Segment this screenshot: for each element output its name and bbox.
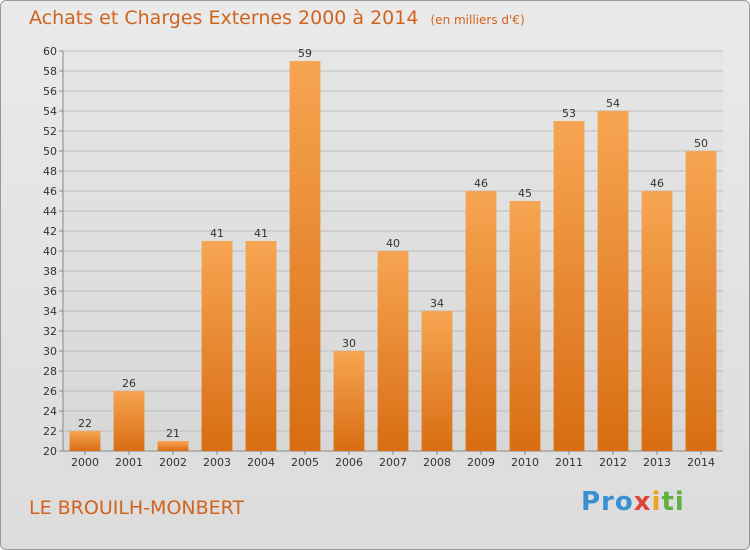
x-tick-label: 2012: [599, 456, 627, 469]
data-label: 50: [694, 137, 708, 150]
y-tick-label: 20: [43, 445, 57, 458]
bar: [509, 201, 541, 451]
data-label: 22: [78, 417, 92, 430]
y-tick-label: 38: [43, 265, 57, 278]
logo-part-2: x: [633, 487, 652, 517]
bar: [69, 431, 101, 451]
y-tick-label: 44: [43, 205, 57, 218]
chart-title: Achats et Charges Externes 2000 à 2014 (…: [29, 7, 525, 29]
x-tick-label: 2003: [203, 456, 231, 469]
y-tick-label: 48: [43, 165, 57, 178]
x-tick-label: 2011: [555, 456, 583, 469]
y-tick-label: 22: [43, 425, 57, 438]
y-tick-label: 56: [43, 85, 57, 98]
logo-part-1: Pro: [581, 487, 634, 517]
data-label: 41: [210, 227, 224, 240]
data-label: 46: [650, 177, 664, 190]
data-label: 53: [562, 107, 576, 120]
y-tick-label: 32: [43, 325, 57, 338]
data-label: 59: [298, 47, 312, 60]
bar: [685, 151, 717, 451]
y-tick-label: 30: [43, 345, 57, 358]
y-tick-label: 28: [43, 365, 57, 378]
y-tick-label: 54: [43, 105, 57, 118]
x-tick-label: 2013: [643, 456, 671, 469]
proxiti-logo: Proxiti: [581, 487, 685, 517]
y-tick-label: 36: [43, 285, 57, 298]
x-tick-label: 2000: [71, 456, 99, 469]
y-tick-label: 40: [43, 245, 57, 258]
bar: [333, 351, 365, 451]
logo-part-4: ti: [661, 487, 685, 517]
chart-title-text: Achats et Charges Externes 2000 à 2014: [29, 7, 419, 29]
y-tick-label: 52: [43, 125, 57, 138]
bar: [597, 111, 629, 451]
data-label: 34: [430, 297, 444, 310]
y-tick-label: 50: [43, 145, 57, 158]
data-label: 30: [342, 337, 356, 350]
data-label: 21: [166, 427, 180, 440]
y-tick-label: 42: [43, 225, 57, 238]
bar: [421, 311, 453, 451]
bar: [289, 61, 321, 451]
x-tick-label: 2006: [335, 456, 363, 469]
x-tick-label: 2005: [291, 456, 319, 469]
chart-unit: (en milliers d'€): [430, 13, 525, 27]
bar: [377, 251, 409, 451]
data-label: 45: [518, 187, 532, 200]
bar: [465, 191, 497, 451]
data-label: 46: [474, 177, 488, 190]
x-tick-label: 2004: [247, 456, 275, 469]
data-label: 26: [122, 377, 136, 390]
bar: [201, 241, 233, 451]
y-tick-label: 34: [43, 305, 57, 318]
data-label: 54: [606, 97, 620, 110]
x-tick-label: 2008: [423, 456, 451, 469]
data-label: 41: [254, 227, 268, 240]
y-tick-label: 26: [43, 385, 57, 398]
y-tick-label: 24: [43, 405, 57, 418]
bar: [157, 441, 189, 451]
bar: [113, 391, 145, 451]
commune-name: LE BROUILH-MONBERT: [29, 497, 245, 519]
x-tick-label: 2010: [511, 456, 539, 469]
logo-part-3: i: [651, 487, 662, 517]
x-tick-label: 2002: [159, 456, 187, 469]
bar: [245, 241, 277, 451]
y-tick-label: 58: [43, 65, 57, 78]
bar: [641, 191, 673, 451]
x-tick-label: 2007: [379, 456, 407, 469]
y-tick-label: 60: [43, 45, 57, 58]
data-label: 40: [386, 237, 400, 250]
x-tick-label: 2014: [687, 456, 715, 469]
x-tick-label: 2009: [467, 456, 495, 469]
x-tick-label: 2001: [115, 456, 143, 469]
bar: [553, 121, 585, 451]
y-tick-label: 46: [43, 185, 57, 198]
